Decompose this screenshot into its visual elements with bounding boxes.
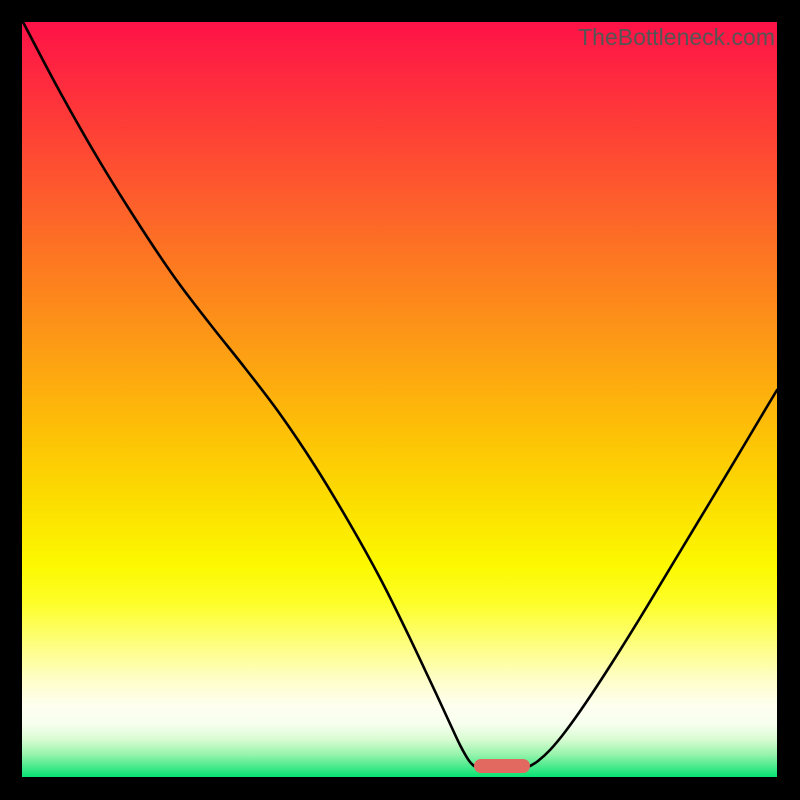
chart-frame: TheBottleneck.com — [0, 0, 800, 800]
curve-right-branch — [530, 390, 777, 766]
plot-area — [22, 22, 777, 777]
watermark-label: TheBottleneck.com — [578, 24, 775, 51]
optimal-point-marker — [474, 759, 530, 773]
bottleneck-curve-chart — [22, 22, 777, 777]
curve-left-branch — [23, 22, 474, 766]
